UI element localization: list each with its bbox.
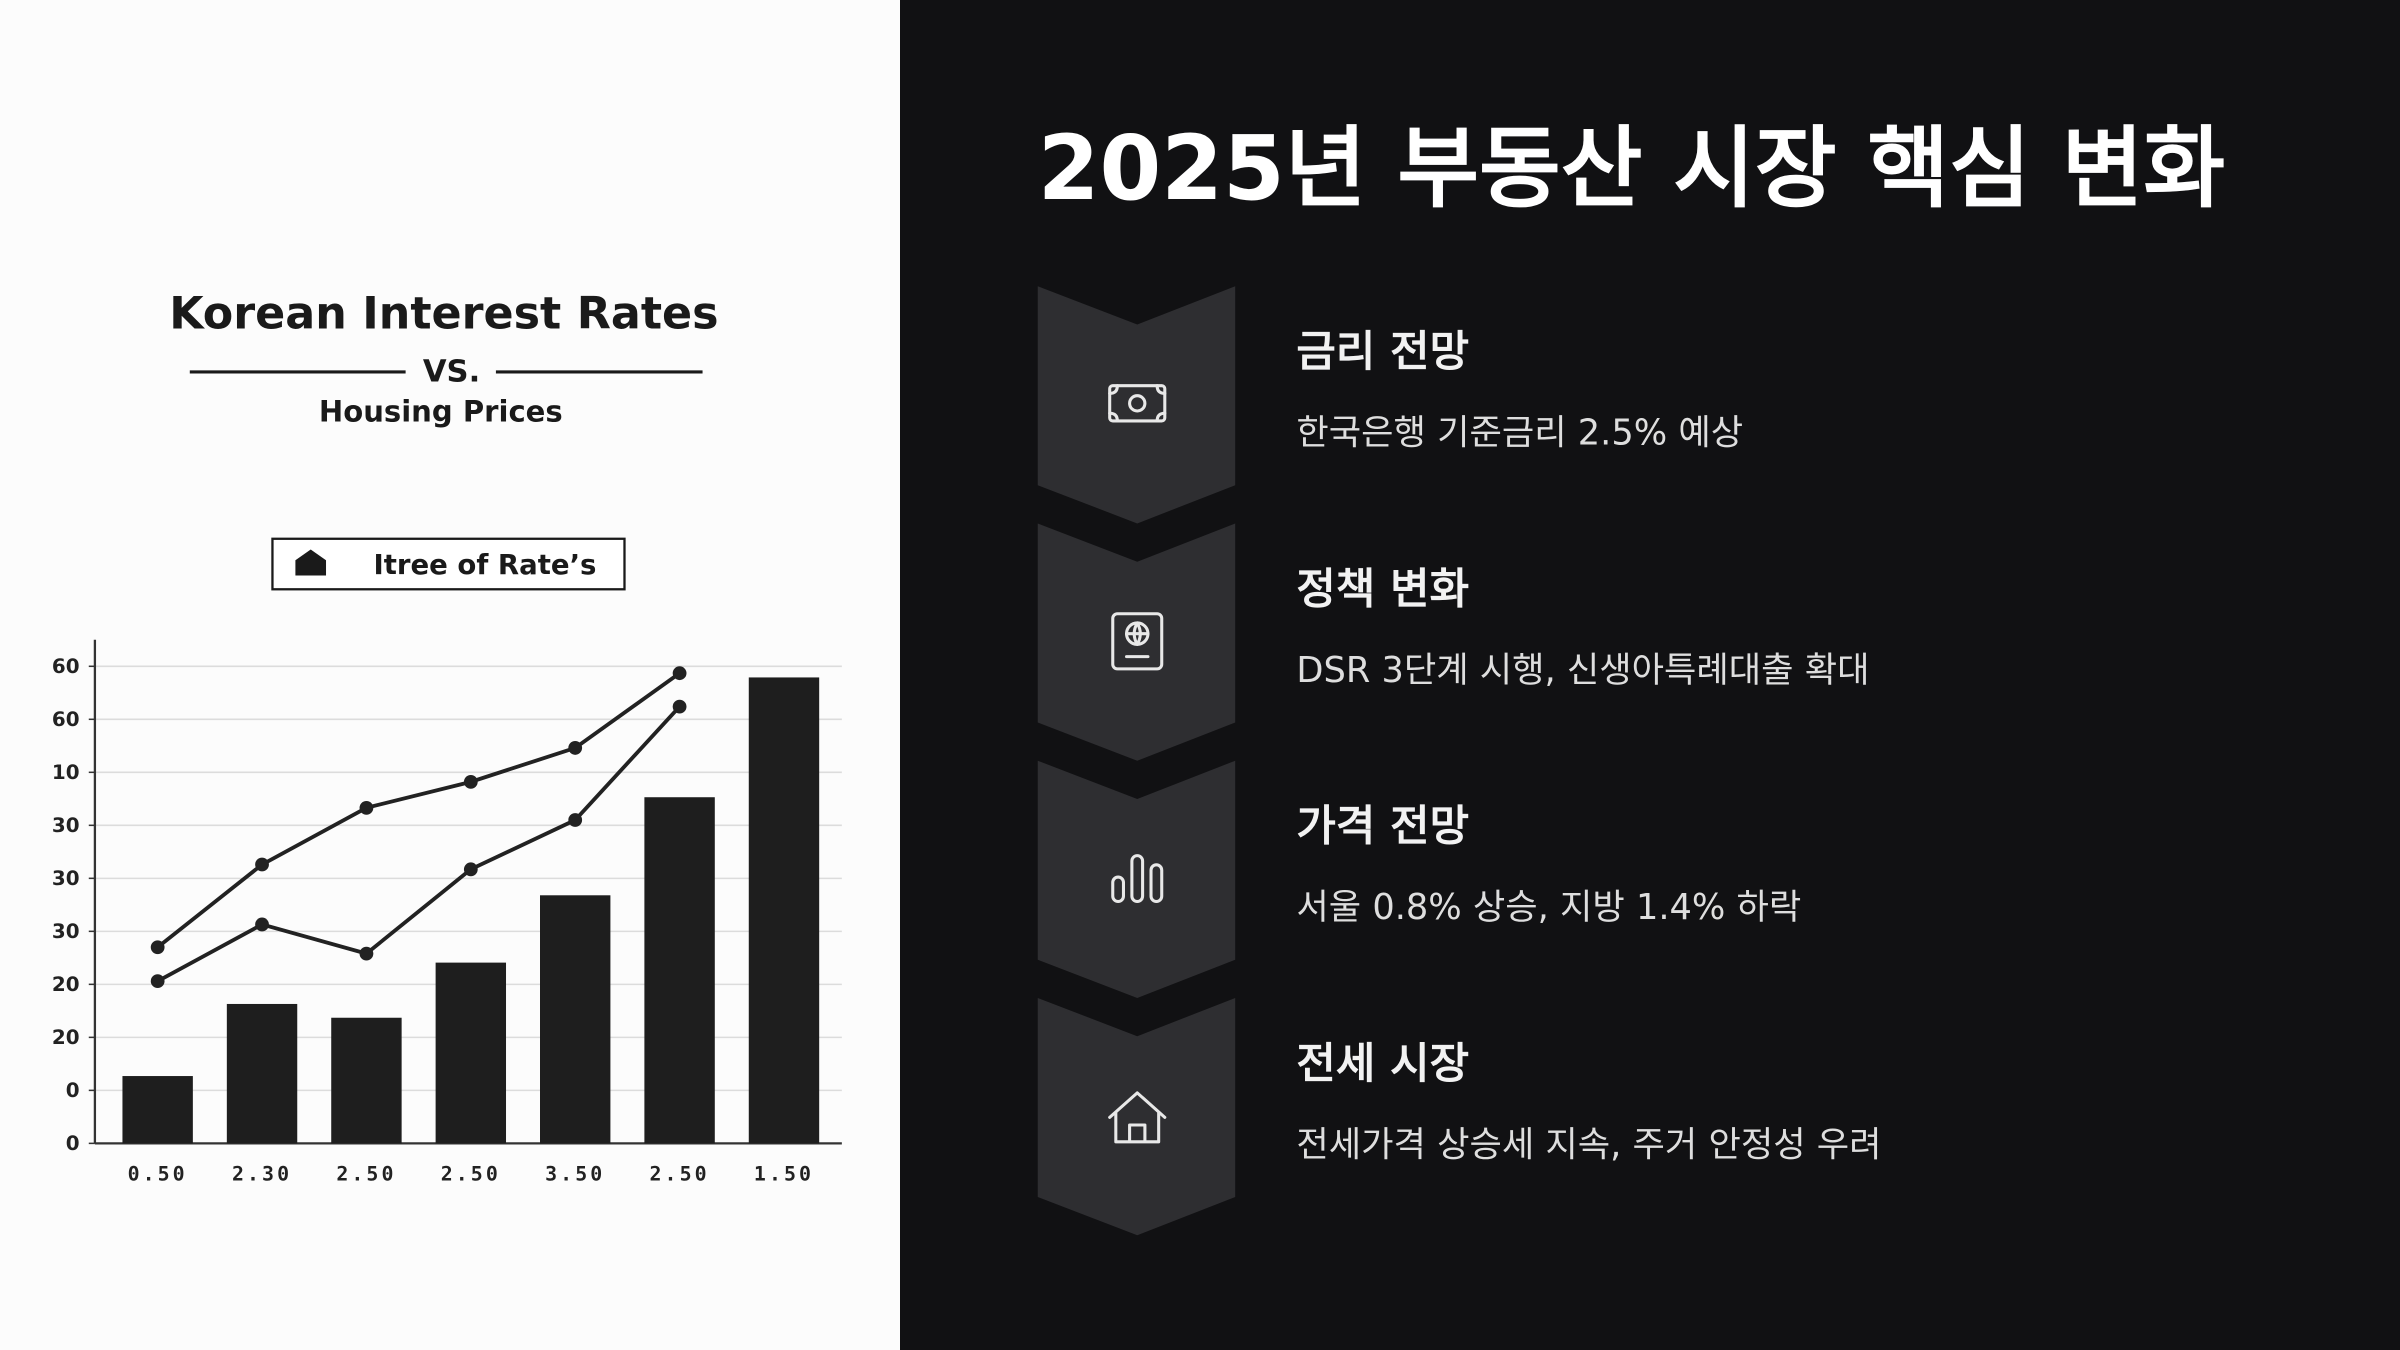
y-tick-label: 60 [52, 708, 80, 731]
step-icons [1108, 384, 1167, 1144]
step-heading: 금리 전망 [1296, 327, 1469, 377]
bar [644, 797, 715, 1144]
line [156, 671, 681, 949]
bars-icon [1111, 854, 1164, 904]
line-point [568, 813, 583, 827]
x-tick-label: 0.50 [128, 1162, 188, 1185]
legend-icon [295, 549, 327, 576]
step-chevron [1037, 760, 1236, 998]
step-chevron [1037, 997, 1236, 1236]
step-chevron [1037, 286, 1236, 524]
x-tick-label: 1.50 [754, 1162, 814, 1185]
step-text: DSR 3단계 시행, 신생아특례대출 확대 [1296, 650, 1869, 691]
step-heading: 가격 전망 [1296, 802, 1469, 852]
chart-title: Korean Interest Rates [169, 288, 718, 339]
line-point [255, 917, 269, 932]
chart-subtitle: Housing Prices [319, 395, 563, 429]
x-tick-label: 2.50 [441, 1162, 501, 1185]
line-point [150, 974, 165, 989]
step-heading: 전세 시장 [1296, 1039, 1469, 1089]
x-tick-label: 3.50 [545, 1162, 605, 1185]
line-point [672, 699, 687, 714]
line-point [463, 862, 478, 877]
line-point [150, 940, 165, 955]
legend-text: Itree of Rate’s [373, 549, 596, 581]
x-tick-label: 2.50 [650, 1162, 710, 1185]
y-tick-label: 30 [52, 920, 80, 943]
line-point [255, 857, 269, 872]
legend-box [271, 537, 626, 591]
step-text: 한국은행 기준금리 2.5% 예상 [1296, 413, 1743, 454]
bar [540, 895, 611, 1144]
y-tick-label: 60 [52, 655, 80, 678]
line [156, 705, 681, 983]
y-tick-label: 0 [66, 1132, 80, 1155]
plot: 0 0 20 20 30 30 30 10 60 60 0.50 2.30 2.50 2.50 3.50 2.… [52, 639, 842, 1185]
bar [331, 1017, 402, 1144]
passport-icon [1111, 612, 1164, 671]
slide-title: 2025년 부동산 시장 핵심 변화 [1038, 117, 2225, 220]
y-tick-label: 30 [52, 814, 80, 837]
step-text: 전세가격 상승세 지속, 주거 안정성 우려 [1296, 1124, 1881, 1165]
y-tick-label: 30 [52, 867, 80, 890]
vs-label: VS. [423, 354, 480, 389]
line-point [359, 800, 374, 815]
left-panel [0, 0, 900, 1350]
step-text: 서울 0.8% 상승, 지방 1.4% 하락 [1296, 887, 1801, 928]
line-point [568, 741, 583, 755]
bar [226, 1003, 298, 1144]
x-tick-label: 2.50 [336, 1162, 396, 1185]
bar [435, 962, 507, 1144]
step-heading: 정책 변화 [1296, 564, 1469, 614]
y-tick-label: 10 [52, 761, 80, 784]
y-tick-label: 0 [66, 1079, 80, 1102]
line-point [672, 666, 687, 681]
x-tick-label: 2.30 [232, 1162, 292, 1185]
bar [748, 677, 820, 1144]
line-point [359, 946, 374, 961]
bar [122, 1076, 193, 1144]
line-point [463, 774, 478, 789]
y-tick-label: 20 [52, 1026, 80, 1049]
house-icon [1108, 1091, 1167, 1144]
y-tick-label: 20 [52, 973, 80, 996]
money-icon [1108, 384, 1167, 423]
